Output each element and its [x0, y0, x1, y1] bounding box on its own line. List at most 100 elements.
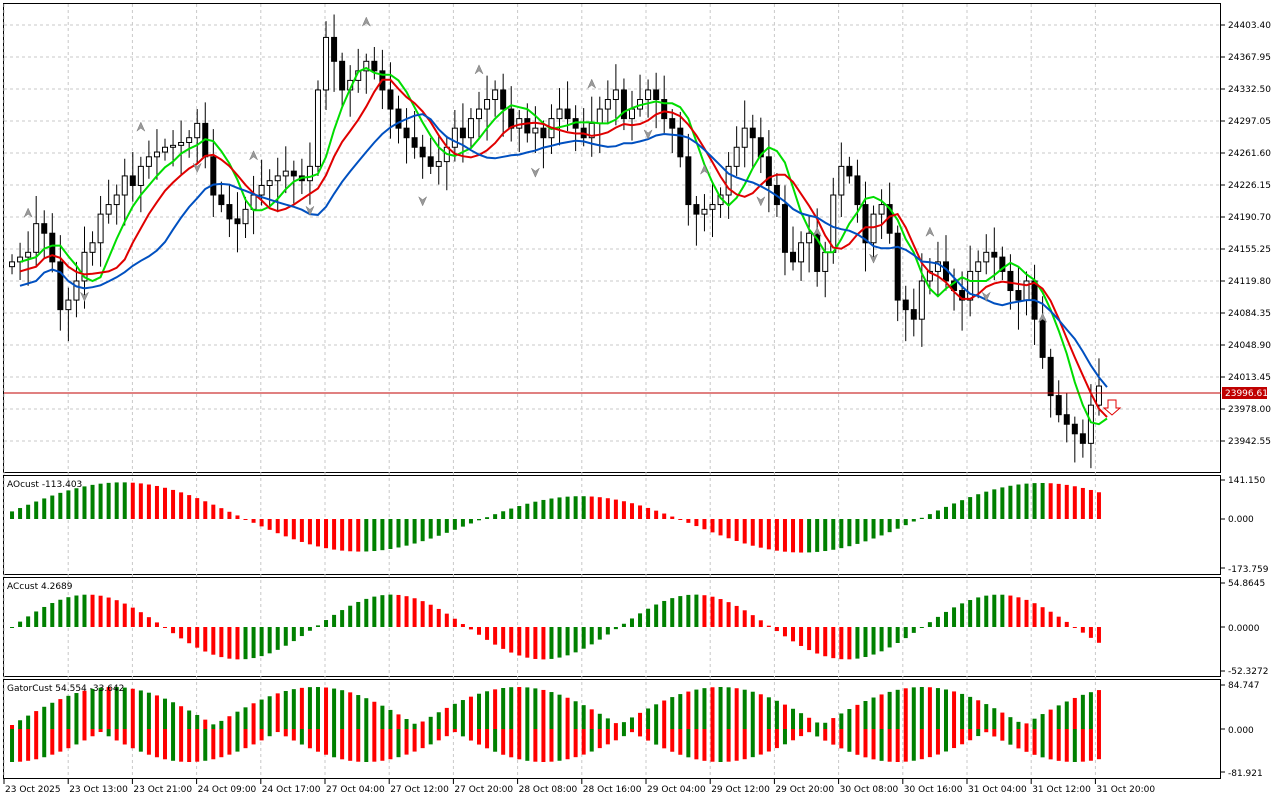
gator-bar-up: [662, 700, 667, 729]
ao-bar: [823, 519, 828, 552]
gator-bar-down: [517, 729, 522, 760]
ao-bar: [179, 492, 184, 519]
gator-bar-down: [823, 729, 828, 741]
gator-bar-up: [654, 704, 659, 729]
gator-bar-down: [911, 729, 916, 761]
gator-bar-up: [187, 710, 192, 729]
fractal-arrows: [23, 16, 1048, 323]
ao-bar: [1016, 484, 1021, 519]
ac-bar: [726, 602, 731, 627]
candle-body: [258, 184, 265, 196]
time-label: 29 Oct 20:00: [775, 785, 834, 795]
gator-bar-up: [1016, 721, 1021, 729]
ao-bar: [267, 519, 272, 530]
fractal-up-icon: [361, 16, 371, 27]
ao-bar: [879, 519, 884, 536]
ao-bar: [871, 519, 876, 539]
ao-tick: -173.759: [1228, 565, 1269, 575]
gator-bar-up: [179, 706, 184, 729]
candle-body: [484, 99, 491, 110]
ac-bar: [1024, 599, 1029, 627]
ao-bar: [750, 519, 755, 546]
gator-bar-down: [356, 729, 361, 762]
ac-bar: [646, 608, 651, 627]
ao-bar: [106, 482, 111, 519]
ao-bar: [774, 519, 779, 551]
ac-bar: [992, 594, 997, 627]
ao-bar: [356, 519, 361, 552]
candle-body: [500, 89, 507, 110]
gator-bar-down: [444, 729, 449, 737]
candle-body: [81, 251, 88, 282]
gator-bar-down: [412, 729, 417, 752]
ao-bar: [34, 501, 39, 519]
ac-bar: [1064, 621, 1069, 627]
ac-bar: [686, 594, 691, 627]
gator-bar-up: [468, 696, 473, 729]
ac-bar: [855, 627, 860, 659]
time-label: 30 Oct 16:00: [904, 785, 963, 795]
ao-bar: [549, 498, 554, 519]
gator-bar-down: [1032, 729, 1037, 755]
ao-bar: [388, 519, 393, 549]
gator-bar-down: [589, 729, 594, 752]
gator-bar-up: [879, 694, 884, 729]
ac-bar: [903, 627, 908, 639]
ao-bar: [1096, 492, 1101, 519]
gator-bar-down: [605, 729, 610, 745]
gator-bar-down: [1072, 729, 1077, 762]
gator-bar-down: [533, 729, 538, 762]
gator-bar-down: [42, 729, 47, 758]
gator-bar-down: [621, 729, 626, 737]
gator-bar-up: [871, 697, 876, 729]
gator-bar-down: [74, 729, 79, 745]
gator-bar-up: [799, 713, 804, 729]
price-candles[interactable]: [9, 14, 1102, 469]
fractal-up-icon: [925, 226, 935, 238]
ao-bar: [984, 491, 989, 519]
ac-bar: [267, 627, 272, 654]
ac-bar: [18, 621, 23, 627]
gator-bar-up: [364, 698, 369, 729]
candle-body: [459, 127, 466, 139]
gator-bar-up: [404, 719, 409, 729]
ac-bar: [782, 627, 787, 637]
gator-bar-up: [815, 722, 820, 729]
gator-bar-down: [251, 729, 256, 745]
price-tick-label: 24226.15: [1228, 181, 1271, 191]
gator-bar-down: [315, 729, 320, 752]
gator-bar-down: [34, 729, 39, 760]
ac-bar: [581, 627, 586, 649]
gator-bar-up: [935, 688, 940, 729]
ao-bar: [1080, 487, 1085, 519]
ac-bar: [791, 627, 796, 642]
ac-bar: [549, 627, 554, 659]
gator-bar-down: [766, 729, 771, 752]
ao-tick: 0.000: [1228, 515, 1254, 525]
gator-bar-up: [766, 697, 771, 729]
candle-body: [419, 146, 426, 158]
candle-body: [33, 223, 40, 253]
gator-bar-up: [420, 721, 425, 729]
gator-bar-down: [863, 729, 868, 758]
ac-bar: [509, 627, 514, 653]
ao-bar: [114, 482, 119, 519]
ao-bar: [348, 519, 353, 552]
gator-bar-up: [195, 714, 200, 729]
ac-bar: [10, 627, 15, 628]
ac-bar: [1080, 627, 1085, 633]
price-tick-label: 24013.45: [1228, 373, 1271, 383]
ac-bar: [364, 598, 369, 627]
gator-bar-down: [702, 729, 707, 761]
ac-bar: [935, 616, 940, 627]
gator-bar-up: [154, 695, 159, 729]
candle-body: [564, 108, 571, 120]
price-tick-label: 24084.35: [1228, 309, 1271, 319]
candle-body: [596, 108, 603, 124]
gator-bar-up: [710, 687, 715, 729]
gator-tick: -81.921: [1228, 769, 1263, 779]
gator-bar-up: [742, 689, 747, 729]
gator-bar-up: [444, 707, 449, 729]
ao-panel-frame: [3, 475, 1221, 575]
